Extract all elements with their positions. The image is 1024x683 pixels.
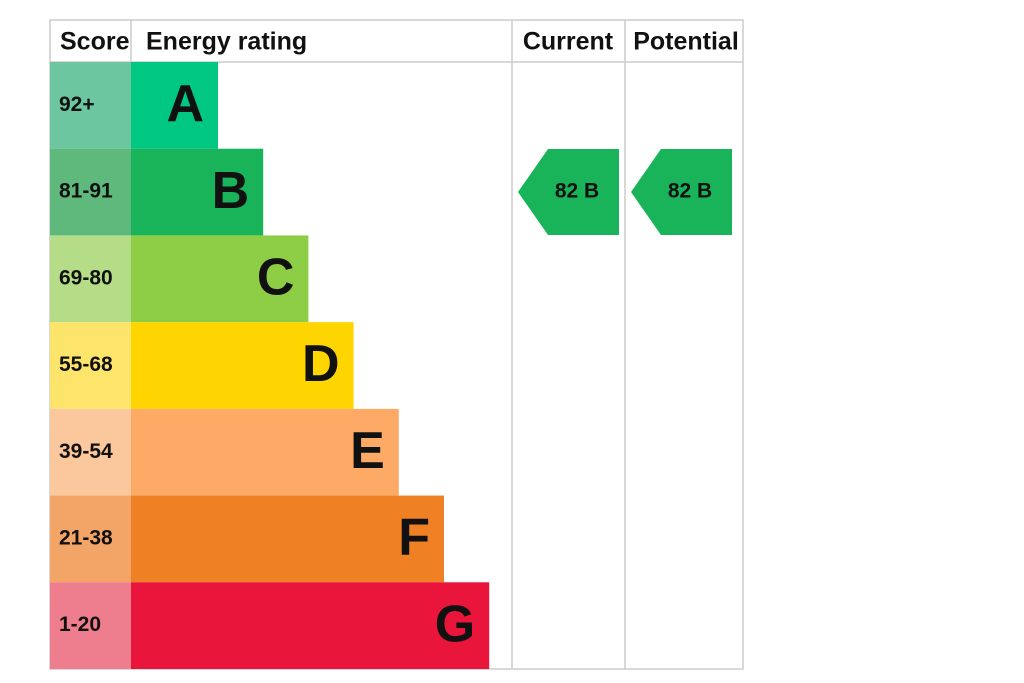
score-cell	[50, 408, 131, 496]
score-cell	[50, 582, 131, 669]
potential-label: 82 B	[668, 180, 712, 203]
rating-letter: G	[435, 595, 475, 653]
score-cell	[50, 495, 131, 583]
rating-letter: F	[398, 509, 430, 567]
rating-bar	[131, 322, 354, 409]
score-label: 81-91	[59, 180, 113, 203]
rating-bar	[131, 495, 444, 583]
score-label: 1-20	[59, 613, 101, 636]
score-cell	[50, 148, 131, 236]
score-cell	[50, 322, 131, 409]
rating-bar	[131, 148, 264, 236]
current-arrow	[518, 149, 619, 235]
score-label: 39-54	[59, 440, 113, 463]
rating-letter: A	[166, 75, 204, 133]
header-rating: Energy rating	[146, 28, 307, 56]
score-label: 21-38	[59, 526, 113, 549]
header-potential: Potential	[633, 28, 739, 56]
rating-bar	[131, 408, 399, 496]
rating-letter: E	[350, 422, 385, 480]
rating-bar	[131, 582, 490, 669]
header-current: Current	[523, 28, 614, 56]
rating-letter: B	[212, 162, 250, 220]
score-label: 69-80	[59, 266, 113, 289]
score-label: 92+	[59, 93, 95, 116]
score-cell	[50, 235, 131, 323]
rating-letter: D	[302, 335, 340, 393]
rating-letter: C	[257, 249, 295, 307]
current-label: 82 B	[555, 180, 599, 203]
rating-bar	[131, 62, 218, 149]
header-score: Score	[60, 28, 130, 56]
rating-bar	[131, 235, 309, 323]
score-cell	[50, 62, 131, 149]
bands: 92+ A 81-91 B 69-80 C 55-68 D 39-54 E 21-38 F 1-20 G	[50, 62, 490, 669]
potential-arrow	[631, 149, 732, 235]
score-label: 55-68	[59, 353, 113, 376]
